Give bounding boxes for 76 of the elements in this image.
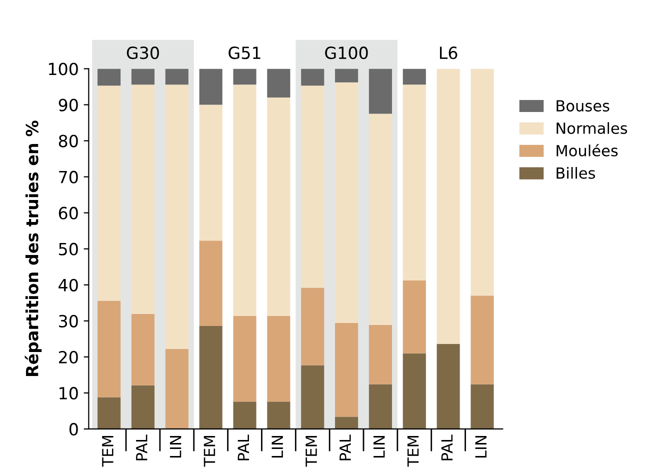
bar: [301, 288, 324, 366]
bar: [267, 98, 290, 316]
bar: [199, 68, 222, 105]
y-tick-label: 60: [58, 206, 78, 220]
bar: [165, 68, 188, 85]
bar: [233, 84, 256, 316]
y-tick-label: 30: [59, 314, 78, 328]
x-tick-label: PAL: [136, 434, 148, 460]
y-tick-label: 70: [59, 170, 78, 184]
bar: [98, 397, 121, 429]
y-tick-label: 0: [69, 422, 78, 436]
x-tick-label: LIN: [170, 436, 182, 458]
bar: [402, 353, 426, 429]
x-tick-label: PAL: [340, 434, 351, 460]
bar: [368, 68, 392, 114]
bar: [436, 344, 460, 429]
bar: [165, 348, 188, 429]
text: L6: [440, 46, 458, 60]
y-tick-label: 80: [58, 134, 78, 148]
bar: [470, 384, 494, 429]
bar: [368, 324, 392, 384]
y-tick-label: 90: [58, 98, 78, 112]
bar: [335, 323, 358, 417]
y-tick-label: 100: [48, 62, 78, 76]
bar: [199, 240, 222, 326]
bar: [131, 385, 155, 429]
bar: [199, 326, 222, 429]
bar: [470, 68, 494, 296]
legend-label: Normales: [556, 122, 628, 134]
bar: [131, 84, 155, 314]
legend-label: Billes: [556, 167, 596, 179]
bar: [402, 84, 426, 281]
text: G30: [126, 46, 159, 60]
bar: [131, 314, 155, 386]
bar: [165, 84, 188, 349]
bar: [335, 82, 358, 324]
bar: [301, 86, 324, 288]
bar: [131, 68, 155, 85]
bar: [402, 68, 426, 85]
bar: [233, 316, 256, 402]
y-tick-label: 40: [58, 278, 78, 292]
bar: [233, 68, 256, 85]
bar: [199, 104, 222, 241]
x-tick-label: LIN: [475, 436, 486, 458]
x-tick-label: PAL: [238, 434, 249, 460]
bar: [267, 402, 290, 429]
bar: [98, 300, 121, 398]
bar: [335, 416, 358, 429]
text: G51: [228, 46, 260, 60]
bar: [98, 86, 121, 301]
x-tick-label: PAL: [441, 434, 453, 460]
bar: [335, 68, 358, 82]
bar: [368, 384, 392, 429]
legend-label: Moulées: [556, 144, 618, 156]
y-tick-label: 20: [58, 350, 78, 364]
x-tick-label: TEM: [407, 436, 419, 467]
bar: [301, 365, 324, 429]
bar: [267, 316, 290, 402]
y-axis-title: Répartition des truies en %: [24, 120, 42, 376]
y-tick-label: 10: [60, 386, 78, 400]
x-tick-label: LIN: [374, 436, 385, 458]
x-tick-label: TEM: [102, 436, 114, 467]
x-tick-label: LIN: [272, 436, 283, 458]
bar: [470, 296, 494, 384]
legend-label: Bouses: [556, 100, 610, 112]
bar: [436, 68, 460, 344]
text: G100: [325, 46, 368, 60]
bar: [267, 68, 290, 98]
bar: [98, 68, 121, 86]
bar: [402, 280, 426, 354]
bar: [368, 114, 392, 325]
bar: [233, 402, 256, 429]
y-tick-label: 50: [59, 242, 78, 256]
bar: [301, 68, 324, 86]
x-tick-label: TEM: [306, 436, 317, 467]
x-tick-label: TEM: [204, 436, 216, 467]
